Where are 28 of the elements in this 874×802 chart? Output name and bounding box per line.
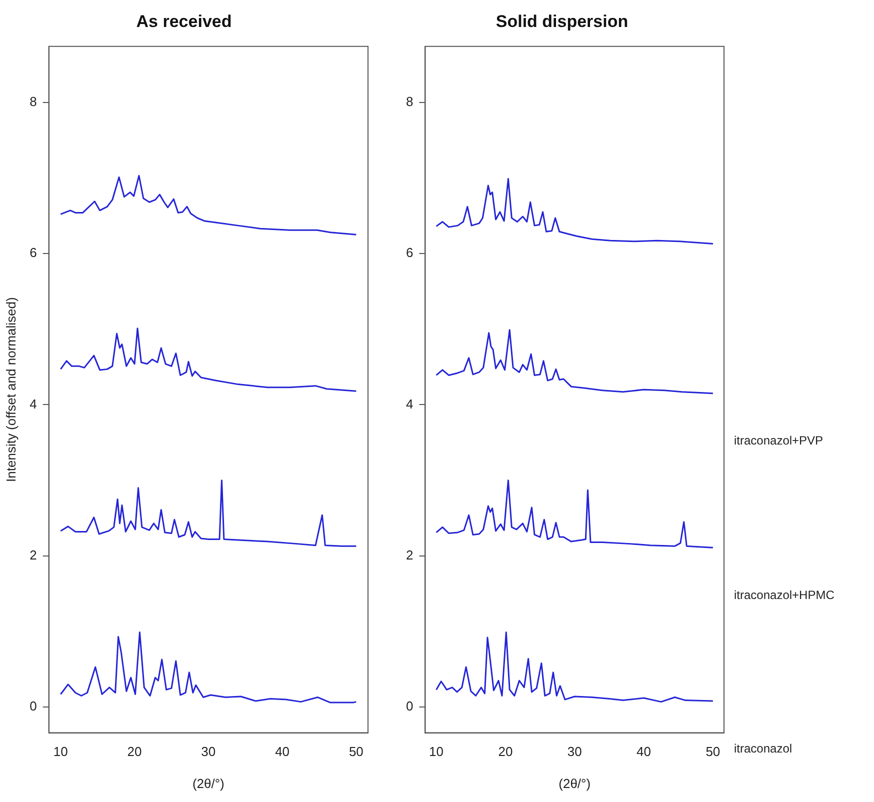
y-tick-label: 4 xyxy=(30,396,37,412)
y-tick-label: 6 xyxy=(406,245,414,260)
y-tick-label: 2 xyxy=(30,547,37,562)
y-tick-label: 2 xyxy=(406,547,414,562)
chart-title: As received xyxy=(136,12,232,31)
x-axis-title: (2θ/°) xyxy=(192,776,224,791)
y-tick-label: 4 xyxy=(406,396,414,412)
x-tick-label: 50 xyxy=(706,744,720,760)
x-tick-label: 10 xyxy=(53,744,68,760)
text: itraconazol+HPMC xyxy=(734,588,835,602)
x-tick-label: 20 xyxy=(127,744,142,760)
text: itraconazol+PVP xyxy=(734,434,824,448)
x-tick-label: 50 xyxy=(348,744,364,760)
y-tick-label: 6 xyxy=(30,245,37,260)
x-axis-title: (2θ/°) xyxy=(558,776,591,791)
y-tick-label: 0 xyxy=(406,698,414,714)
x-tick-label: 40 xyxy=(275,744,290,760)
x-tick-label: 30 xyxy=(567,744,582,760)
chart-title: Solid dispersion xyxy=(496,12,628,31)
y-tick-label: 0 xyxy=(30,698,37,714)
x-tick-label: 40 xyxy=(636,744,652,760)
y-tick-label: 8 xyxy=(406,94,414,109)
text: itraconazol xyxy=(734,741,792,756)
x-tick-label: 30 xyxy=(201,744,216,760)
x-tick-label: 10 xyxy=(429,744,444,760)
y-tick-label: 8 xyxy=(30,94,37,109)
y-axis-title: Intensity (offset and normalised) xyxy=(3,297,18,482)
x-tick-label: 20 xyxy=(498,744,513,760)
